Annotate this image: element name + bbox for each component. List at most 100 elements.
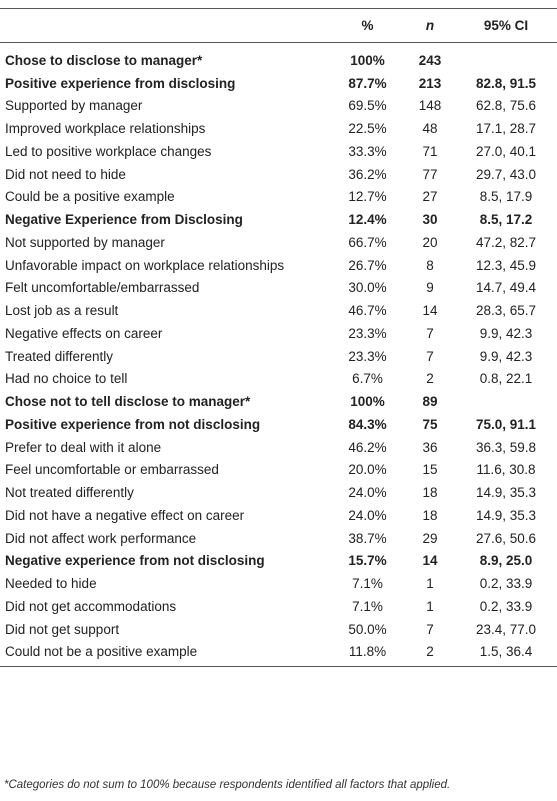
- label-cell: Unfavorable impact on workplace relation…: [5, 257, 285, 273]
- label-cell: Negative experience from not disclosing: [5, 553, 265, 569]
- item-row: Felt uncomfortable/embarrassed 30.0% 9 14.7…: [0, 277, 557, 300]
- value-cell: 14.7, 49.4: [475, 280, 537, 296]
- label-cell: Could be a positive example: [5, 189, 175, 205]
- value-cell: 36.2%: [348, 166, 387, 182]
- value-cell: 0.2, 33.9: [479, 598, 533, 614]
- label-cell: Positive experience from disclosing: [5, 75, 236, 91]
- item-row: Treated differently 23.3% 7 9.9, 42.3: [0, 345, 557, 368]
- label-cell: Needed to hide: [5, 576, 97, 592]
- label-cell: Did not need to hide: [5, 166, 126, 182]
- value-cell: [455, 390, 557, 413]
- value-cell: 8.9, 25.0: [479, 553, 533, 569]
- label-cell: Negative effects on career: [5, 325, 163, 341]
- value-cell: 50.0%: [348, 621, 387, 637]
- value-cell: 33.3%: [348, 143, 387, 159]
- item-row: Could be a positive example 12.7% 27 8.5, 1…: [0, 186, 557, 209]
- value-cell: 48: [422, 121, 438, 137]
- value-cell: 11.6, 30.8: [476, 462, 536, 478]
- value-cell: 84.3%: [348, 416, 387, 432]
- value-cell: 26.7%: [348, 257, 387, 273]
- header-row: % n 95% CI: [0, 8, 557, 43]
- data-table: % n 95% CI Chose to disclose to manager*…: [0, 8, 557, 668]
- label-cell: Had no choice to tell: [5, 371, 128, 387]
- section-row: Chose to disclose to manager* 100% 243: [0, 43, 557, 72]
- value-cell: 62.8, 75.6: [475, 98, 537, 114]
- value-cell: 14.9, 35.3: [475, 485, 537, 501]
- value-cell: 11.8%: [330, 640, 405, 668]
- value-cell: 77: [422, 166, 438, 182]
- label-cell: Treated differently: [5, 348, 114, 364]
- value-cell: 23.3%: [348, 348, 387, 364]
- label-cell: Led to positive workplace changes: [5, 143, 212, 159]
- value-cell: 1: [426, 598, 434, 614]
- item-row: Improved workplace relationships 22.5% 48 1…: [0, 117, 557, 140]
- item-row: Needed to hide 7.1% 1 0.2, 33.9: [0, 572, 557, 595]
- item-row: Not supported by manager 66.7% 20 47.2, 82.…: [0, 231, 557, 254]
- value-cell: 12.7%: [348, 189, 387, 205]
- header-cell: 95% CI: [455, 8, 557, 43]
- value-cell: 36.3, 59.8: [475, 439, 537, 455]
- value-cell: 14: [422, 303, 438, 319]
- value-cell: 100%: [350, 394, 385, 410]
- value-cell: 15.7%: [348, 553, 387, 569]
- header-cell: n: [405, 8, 455, 43]
- value-cell: 46.7%: [348, 303, 387, 319]
- value-cell: 23.3%: [348, 325, 387, 341]
- label-cell: Prefer to deal with it alone: [5, 439, 162, 455]
- label-cell: Chose to disclose to manager*: [5, 52, 203, 68]
- value-cell: 27: [422, 189, 438, 205]
- item-row: Led to positive workplace changes 33.3% 71…: [0, 140, 557, 163]
- label-cell: Did not affect work performance: [5, 530, 197, 546]
- value-cell: 213: [418, 75, 442, 91]
- section-row: Positive experience from disclosing 87.7%…: [0, 72, 557, 95]
- value-cell: 9.9, 42.3: [479, 348, 533, 364]
- value-cell: 148: [418, 98, 442, 114]
- value-cell: 9: [426, 280, 434, 296]
- value-cell: 7.1%: [352, 598, 383, 614]
- value-cell: 8: [426, 257, 434, 273]
- value-cell: 20: [422, 234, 438, 250]
- item-row: Feel uncomfortable or embarrassed 20.0% 15…: [0, 459, 557, 482]
- value-cell: 20.0%: [348, 462, 387, 478]
- label-cell: Feel uncomfortable or embarrassed: [5, 462, 219, 478]
- value-cell: 9.9, 42.3: [479, 325, 533, 341]
- label-cell: Not treated differently: [5, 485, 134, 501]
- item-row: Did not affect work performance 38.7% 29 27…: [0, 527, 557, 550]
- section-row: Chose not to tell disclose to manager* 10…: [0, 390, 557, 413]
- value-cell: 89: [422, 394, 438, 410]
- item-row: Negative effects on career 23.3% 7 9.9, 42.…: [0, 322, 557, 345]
- value-cell: 28.3, 65.7: [475, 303, 537, 319]
- value-cell: 30.0%: [348, 280, 387, 296]
- item-row: Did not get support 50.0% 7 23.4, 77.0: [0, 618, 557, 641]
- label-cell: Did not get accommodations: [5, 598, 177, 614]
- value-cell: 2: [405, 640, 455, 668]
- value-cell: 24.0%: [348, 507, 387, 523]
- table-header: % n 95% CI: [0, 8, 557, 43]
- value-cell: 29: [422, 530, 438, 546]
- value-cell: 30: [422, 212, 438, 228]
- item-row: Had no choice to tell 6.7% 2 0.8, 22.1: [0, 368, 557, 391]
- label-cell: Could not be a positive example: [0, 640, 330, 668]
- value-cell: 69.5%: [348, 98, 387, 114]
- value-cell: 1.5, 36.4: [455, 640, 557, 668]
- footnote: *Categories do not sum to 100% because r…: [4, 779, 451, 791]
- table-body: Chose to disclose to manager* 100% 243 Posi…: [0, 43, 557, 668]
- header-cell: [0, 8, 330, 43]
- value-cell: 36: [422, 439, 438, 455]
- value-cell: 1: [426, 576, 434, 592]
- value-cell: 0.8, 22.1: [479, 371, 533, 387]
- value-cell: 17.1, 28.7: [475, 121, 537, 137]
- label-cell: Felt uncomfortable/embarrassed: [5, 280, 200, 296]
- value-cell: 12.3, 45.9: [475, 257, 537, 273]
- value-cell: 7: [426, 621, 434, 637]
- item-row: Supported by manager 69.5% 148 62.8, 75.6: [0, 95, 557, 118]
- item-row: Prefer to deal with it alone 46.2% 36 36.3,…: [0, 436, 557, 459]
- value-cell: 14: [422, 553, 438, 569]
- item-row: Not treated differently 24.0% 18 14.9, 35.3: [0, 481, 557, 504]
- value-cell: 71: [422, 143, 438, 159]
- item-row: Lost job as a result 46.7% 14 28.3, 65.7: [0, 299, 557, 322]
- label-cell: Did not get support: [5, 621, 120, 637]
- value-cell: 18: [422, 485, 438, 501]
- value-cell: 15: [422, 462, 438, 478]
